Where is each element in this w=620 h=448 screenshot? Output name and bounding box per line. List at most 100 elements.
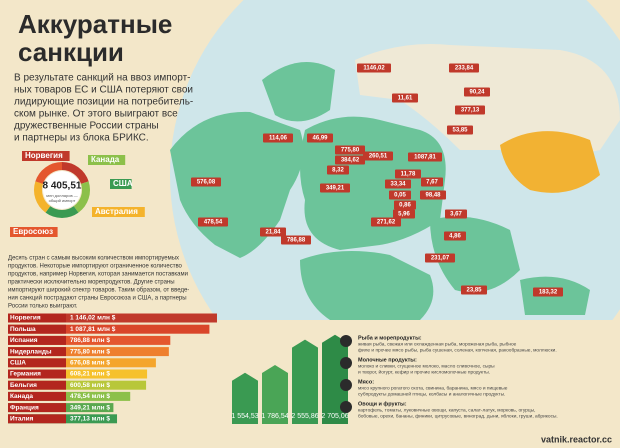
map-label-box: [260, 227, 286, 237]
map-label-box: [371, 217, 401, 227]
map-label-box: [420, 190, 446, 200]
map-label-box: [357, 63, 391, 73]
donut-label: США: [113, 179, 133, 188]
ranking-value: 786,88 млн $: [70, 337, 110, 344]
legend-text: живая рыба, свежая или охлажденная рыба,…: [358, 341, 517, 347]
donut-label-box: [88, 155, 126, 165]
ranking-country-box: [8, 380, 66, 390]
map-label: 98,48: [425, 193, 441, 199]
donut-segment: [61, 162, 89, 185]
description-line: практически исключительно морепродуктов.…: [8, 280, 175, 286]
donut-segment: [73, 181, 90, 213]
ranking-bar: [8, 391, 131, 401]
map-label: 576,08: [197, 180, 216, 186]
map-label: 271,62: [377, 220, 396, 226]
intro-line: В результате санкций на ввоз импорт-: [14, 73, 191, 84]
intro-line: и партнеры из блока БРИКС.: [14, 132, 149, 144]
map-label: 377,13: [461, 108, 480, 114]
donut-caption: общий импорт: [49, 198, 76, 203]
intro-line: лидирующие позиции на потребитель-: [14, 96, 193, 108]
description-line: Десять стран с самым высоким количеством…: [8, 256, 179, 262]
donut-label: Евросоюз: [13, 227, 53, 236]
intro-line: дружественные России страны: [14, 121, 159, 132]
title: санкции: [18, 37, 124, 67]
greenland: [262, 62, 335, 122]
map-label: 231,07: [431, 256, 450, 262]
category-value: 2 555,86: [291, 413, 318, 420]
description-line: импортируют широкий спектр товаров. Таки…: [8, 287, 189, 294]
map-label-box: [533, 287, 563, 297]
map-label-box: [263, 133, 293, 143]
ranking-value: 478,54 млн $: [70, 393, 110, 400]
russia: [355, 44, 620, 155]
description-line: ния санкций пострадают страны Евросоюза …: [8, 295, 187, 302]
map-label-box: [393, 209, 415, 219]
map-label-box: [408, 152, 442, 162]
ranking-value: 349,21 млн $: [70, 404, 110, 411]
ranking-country-box: [8, 335, 66, 345]
legend-text: и творог, йогурт, кефир и прочие кисломо…: [358, 368, 490, 375]
ranking-bar: [8, 335, 171, 345]
donut-label: Норвегия: [25, 151, 63, 160]
donut-center: [43, 171, 81, 209]
category-value: 1 786,54: [261, 413, 288, 420]
ranking-bar: [8, 380, 147, 390]
map-label-box: [327, 165, 349, 175]
ranking-bar: [8, 313, 217, 323]
map-label: 114,06: [269, 136, 288, 142]
map-label: 21,84: [265, 230, 281, 236]
map-label: 0,05: [394, 193, 406, 199]
map-label-box: [320, 183, 350, 193]
donut-label: Австралия: [95, 207, 138, 216]
ranking-country: Канада: [10, 393, 33, 400]
ranking-country: Нидерланды: [10, 348, 52, 355]
ranking-country: Германия: [10, 371, 41, 378]
map-label: 46,99: [312, 136, 328, 142]
ranking-country: Норвегия: [10, 315, 41, 322]
map-label-box: [447, 125, 473, 135]
map-label-box: [464, 87, 490, 97]
ranking-country-box: [8, 414, 66, 424]
map-label: 1146,02: [363, 66, 385, 72]
legend-icon: [340, 401, 352, 413]
ranking-country: Франция: [10, 404, 39, 411]
ranking-country-box: [8, 369, 66, 379]
ranking-value: 600,58 млн $: [70, 382, 110, 389]
ranking-country-box: [8, 324, 66, 334]
map-label-box: [335, 155, 365, 165]
map-label: 1087,81: [414, 155, 436, 161]
donut-label-box: [110, 179, 132, 189]
map-label-box: [281, 235, 311, 245]
donut-segment: [34, 181, 51, 213]
africa: [300, 251, 434, 320]
legend-text: бобовые, орехи, бананы, финики, цитрусов…: [358, 413, 558, 419]
ranking-country-box: [8, 313, 66, 323]
legend-text: субпродукты домашней птицы, колбасы и ан…: [358, 390, 505, 397]
ranking-country: Польша: [10, 326, 36, 333]
map-label-box: [421, 177, 443, 187]
legend-head: Мясо:: [358, 379, 374, 385]
description-line: России только выиграют.: [8, 304, 78, 310]
map-label: 7,67: [426, 180, 438, 186]
map-label-box: [198, 217, 228, 227]
description-line: продуктов. Некоторые импортируют огранич…: [8, 264, 183, 270]
map-label-box: [461, 285, 487, 295]
donut-label-box: [10, 227, 58, 237]
ranking-value: 1 087,81 млн $: [70, 326, 116, 333]
ranking-value: 775,80 млн $: [70, 348, 110, 355]
footer: vatnik.reactor.cc: [541, 434, 612, 444]
map-label: 11,61: [398, 96, 413, 102]
intro-line: ском рынке. От этого выиграют все: [14, 109, 178, 120]
legend-text: молоко и сливки, сгущенное молоко, масло…: [358, 364, 495, 369]
category-bar: [292, 339, 318, 424]
map-label-box: [449, 63, 479, 73]
title: Аккуратные: [18, 9, 172, 39]
map-label: 53,85: [452, 128, 468, 134]
map-label-box: [445, 209, 467, 219]
map-label: 90,24: [469, 90, 485, 96]
map-label: 786,88: [287, 238, 306, 244]
legend-icon: [340, 379, 352, 391]
legend-icon: [340, 335, 352, 347]
map-label: 33,34: [390, 182, 406, 188]
donut-label-box: [92, 207, 145, 217]
